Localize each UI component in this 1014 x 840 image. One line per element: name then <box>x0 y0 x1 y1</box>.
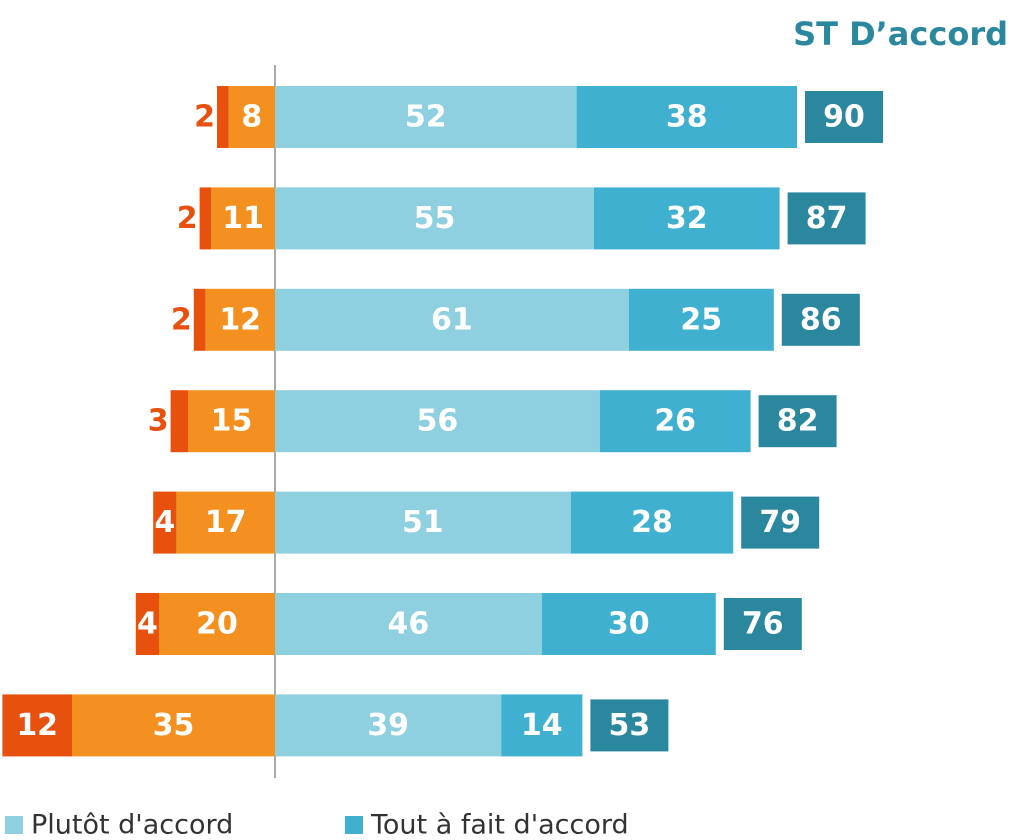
bar-segment <box>199 187 212 250</box>
bar-label: 32 <box>666 201 708 236</box>
bar-label: 4 <box>137 607 158 642</box>
bar-segment <box>153 491 177 554</box>
legend-label: Tout à fait d'accord <box>370 810 629 840</box>
legend-label: Plutôt d'accord <box>31 810 233 840</box>
bar-segment <box>211 187 275 250</box>
bar-segment <box>72 694 275 757</box>
bar-label: 2 <box>194 100 215 135</box>
bar-segment <box>2 694 72 757</box>
total-label: 86 <box>800 302 842 337</box>
bar-label: 15 <box>211 404 253 439</box>
total-label: 82 <box>777 404 819 439</box>
bar-label: 8 <box>241 100 262 135</box>
bar-label: 25 <box>680 302 722 337</box>
bar-segment <box>275 694 502 757</box>
bar-label: 26 <box>654 404 696 439</box>
bar-label: 2 <box>177 201 198 236</box>
total-box <box>741 496 820 549</box>
bar-label: 55 <box>414 201 456 236</box>
total-label: 53 <box>609 708 651 743</box>
bar-label: 2 <box>171 302 192 337</box>
bar-segment <box>170 390 188 453</box>
bar-label: 28 <box>631 505 673 540</box>
bar-label: 39 <box>367 708 409 743</box>
bar-label: 17 <box>205 505 247 540</box>
bar-segment <box>159 593 275 655</box>
bar-segment <box>599 390 751 453</box>
bar-segment <box>275 593 542 655</box>
bar-segment <box>541 593 716 655</box>
bar-label: 35 <box>153 708 195 743</box>
bar-segment <box>501 694 583 757</box>
bar-segment <box>217 86 229 148</box>
bar-segment <box>275 86 577 148</box>
bar-label: 14 <box>521 708 563 743</box>
total-label: 76 <box>742 607 784 642</box>
bar-label: 51 <box>402 505 444 540</box>
bar-segment <box>570 491 734 554</box>
totals-heading: ST D’accord <box>793 15 1008 53</box>
bar-label: 12 <box>219 302 261 337</box>
bar-segment <box>275 187 594 250</box>
bar-label: 11 <box>222 201 264 236</box>
bar-label: 4 <box>154 505 175 540</box>
bar-label: 56 <box>417 404 459 439</box>
total-box <box>758 395 837 448</box>
bar-label: 38 <box>666 100 708 135</box>
bar-segment <box>228 86 275 148</box>
bar-segment <box>275 491 571 554</box>
legend-swatch <box>345 816 363 834</box>
bar-segment <box>628 288 774 351</box>
bar-segment <box>275 390 600 453</box>
total-label: 90 <box>823 100 865 135</box>
bar-segment <box>188 390 275 453</box>
bar-label: 46 <box>388 607 430 642</box>
bar-segment <box>205 288 275 351</box>
bar-segment <box>576 86 797 148</box>
total-box <box>781 293 860 346</box>
bar-segment <box>135 593 159 655</box>
total-label: 79 <box>759 505 801 540</box>
bar-label: 20 <box>196 607 238 642</box>
total-box <box>723 598 802 650</box>
bar-segment <box>275 288 629 351</box>
bar-label: 3 <box>148 404 169 439</box>
bar-label: 61 <box>431 302 473 337</box>
total-label: 87 <box>806 201 848 236</box>
bar-label: 30 <box>608 607 650 642</box>
total-box <box>787 192 866 245</box>
bar-label: 12 <box>16 708 58 743</box>
legend-swatch <box>5 816 23 834</box>
total-box <box>805 91 883 143</box>
bar-segment <box>193 288 206 351</box>
bar-label: 52 <box>405 100 447 135</box>
bar-segment <box>594 187 780 250</box>
bar-segment <box>176 491 275 554</box>
total-box <box>590 699 669 752</box>
